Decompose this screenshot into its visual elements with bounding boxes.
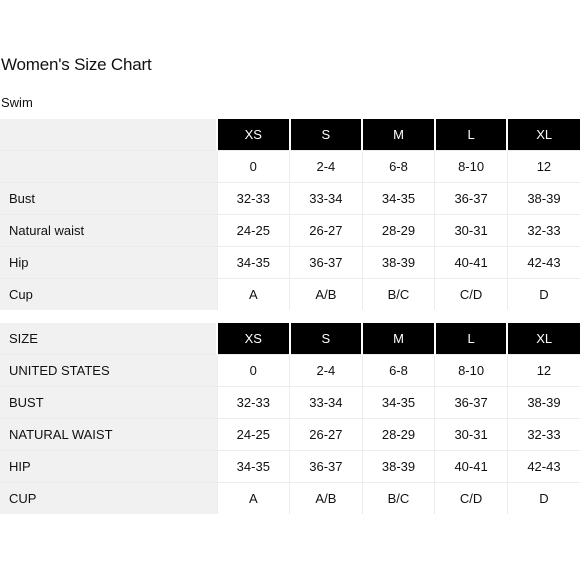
table-cell: 38-39	[506, 182, 580, 215]
row-label: Bust	[0, 182, 217, 215]
header-label: SIZE	[0, 323, 217, 355]
table-cell: D	[506, 278, 580, 310]
table-cell: B/C	[361, 278, 435, 310]
row-label: BUST	[0, 386, 217, 419]
row-label: UNITED STATES	[0, 354, 217, 387]
table-cell: 38-39	[361, 246, 435, 279]
table-cell: A/B	[289, 482, 363, 514]
table-cell: 34-35	[361, 182, 435, 215]
size-header-m: M	[361, 323, 435, 355]
table-cell: 33-34	[289, 386, 363, 419]
table-cell: 30-31	[434, 418, 508, 451]
table-cell: A	[216, 482, 290, 514]
table-cell: 28-29	[361, 214, 435, 247]
table-cell: 24-25	[216, 418, 290, 451]
row-label	[0, 150, 217, 183]
table-cell: 38-39	[506, 386, 580, 419]
table-row: BUST 32-33 33-34 34-35 36-37 38-39	[0, 386, 580, 419]
header-label	[0, 119, 217, 151]
table-cell: 0	[216, 150, 290, 183]
size-header-xl: XL	[506, 323, 580, 355]
table-row: UNITED STATES 0 2-4 6-8 8-10 12	[0, 354, 580, 387]
table-cell: 8-10	[434, 354, 508, 387]
table-row: Bust 32-33 33-34 34-35 36-37 38-39	[0, 182, 580, 215]
table-cell: 32-33	[506, 214, 580, 247]
table-cell: 30-31	[434, 214, 508, 247]
row-label: CUP	[0, 482, 217, 514]
table-cell: 6-8	[361, 354, 435, 387]
table-cell: 38-39	[361, 450, 435, 483]
swim-size-table: XS S M L XL 0 2-4 6-8 8-10 12 Bust 32-33…	[0, 119, 580, 310]
row-label: Cup	[0, 278, 217, 310]
table-row: Cup A A/B B/C C/D D	[0, 278, 580, 310]
table-cell: A	[216, 278, 290, 310]
table-cell: 24-25	[216, 214, 290, 247]
table-cell: 0	[216, 354, 290, 387]
row-label: Natural waist	[0, 214, 217, 247]
table-cell: D	[506, 482, 580, 514]
table-cell: 12	[506, 150, 580, 183]
table-cell: 34-35	[216, 246, 290, 279]
page-title: Women's Size Chart	[1, 55, 152, 74]
table-cell: 36-37	[434, 182, 508, 215]
table-cell: C/D	[434, 482, 508, 514]
size-header-xs: XS	[216, 119, 290, 151]
table-cell: 36-37	[289, 450, 363, 483]
table-cell: B/C	[361, 482, 435, 514]
table-cell: 2-4	[289, 354, 363, 387]
table-row: 0 2-4 6-8 8-10 12	[0, 150, 580, 183]
row-label: HIP	[0, 450, 217, 483]
table-row: NATURAL WAIST 24-25 26-27 28-29 30-31 32…	[0, 418, 580, 451]
row-label: NATURAL WAIST	[0, 418, 217, 451]
table-cell: 34-35	[216, 450, 290, 483]
table-cell: A/B	[289, 278, 363, 310]
table-cell: 32-33	[216, 386, 290, 419]
table-row: Hip 34-35 36-37 38-39 40-41 42-43	[0, 246, 580, 279]
table-cell: 36-37	[289, 246, 363, 279]
size-header-m: M	[361, 119, 435, 151]
us-size-table: SIZE XS S M L XL UNITED STATES 0 2-4 6-8…	[0, 323, 580, 514]
table-cell: 2-4	[289, 150, 363, 183]
table-cell: 26-27	[289, 418, 363, 451]
table-cell: 42-43	[506, 450, 580, 483]
table-row: Natural waist 24-25 26-27 28-29 30-31 32…	[0, 214, 580, 247]
size-header-xs: XS	[216, 323, 290, 355]
table-cell: 28-29	[361, 418, 435, 451]
table-cell: 26-27	[289, 214, 363, 247]
section-label: Swim	[1, 95, 33, 110]
size-header-l: L	[433, 323, 508, 355]
table-cell: 33-34	[289, 182, 363, 215]
table-cell: 6-8	[361, 150, 435, 183]
table-cell: 40-41	[434, 246, 508, 279]
table-cell: 42-43	[506, 246, 580, 279]
size-header-s: S	[288, 119, 363, 151]
table-cell: 34-35	[361, 386, 435, 419]
size-header-row: XS S M L XL	[0, 119, 580, 151]
table-row: CUP A A/B B/C C/D D	[0, 482, 580, 514]
table-cell: 32-33	[506, 418, 580, 451]
table-cell: 32-33	[216, 182, 290, 215]
table-cell: 40-41	[434, 450, 508, 483]
table-cell: C/D	[434, 278, 508, 310]
row-label: Hip	[0, 246, 217, 279]
table-cell: 36-37	[434, 386, 508, 419]
table-row: HIP 34-35 36-37 38-39 40-41 42-43	[0, 450, 580, 483]
size-header-s: S	[288, 323, 363, 355]
size-header-l: L	[433, 119, 508, 151]
size-header-xl: XL	[506, 119, 580, 151]
table-cell: 8-10	[434, 150, 508, 183]
size-header-row: SIZE XS S M L XL	[0, 323, 580, 355]
table-cell: 12	[506, 354, 580, 387]
